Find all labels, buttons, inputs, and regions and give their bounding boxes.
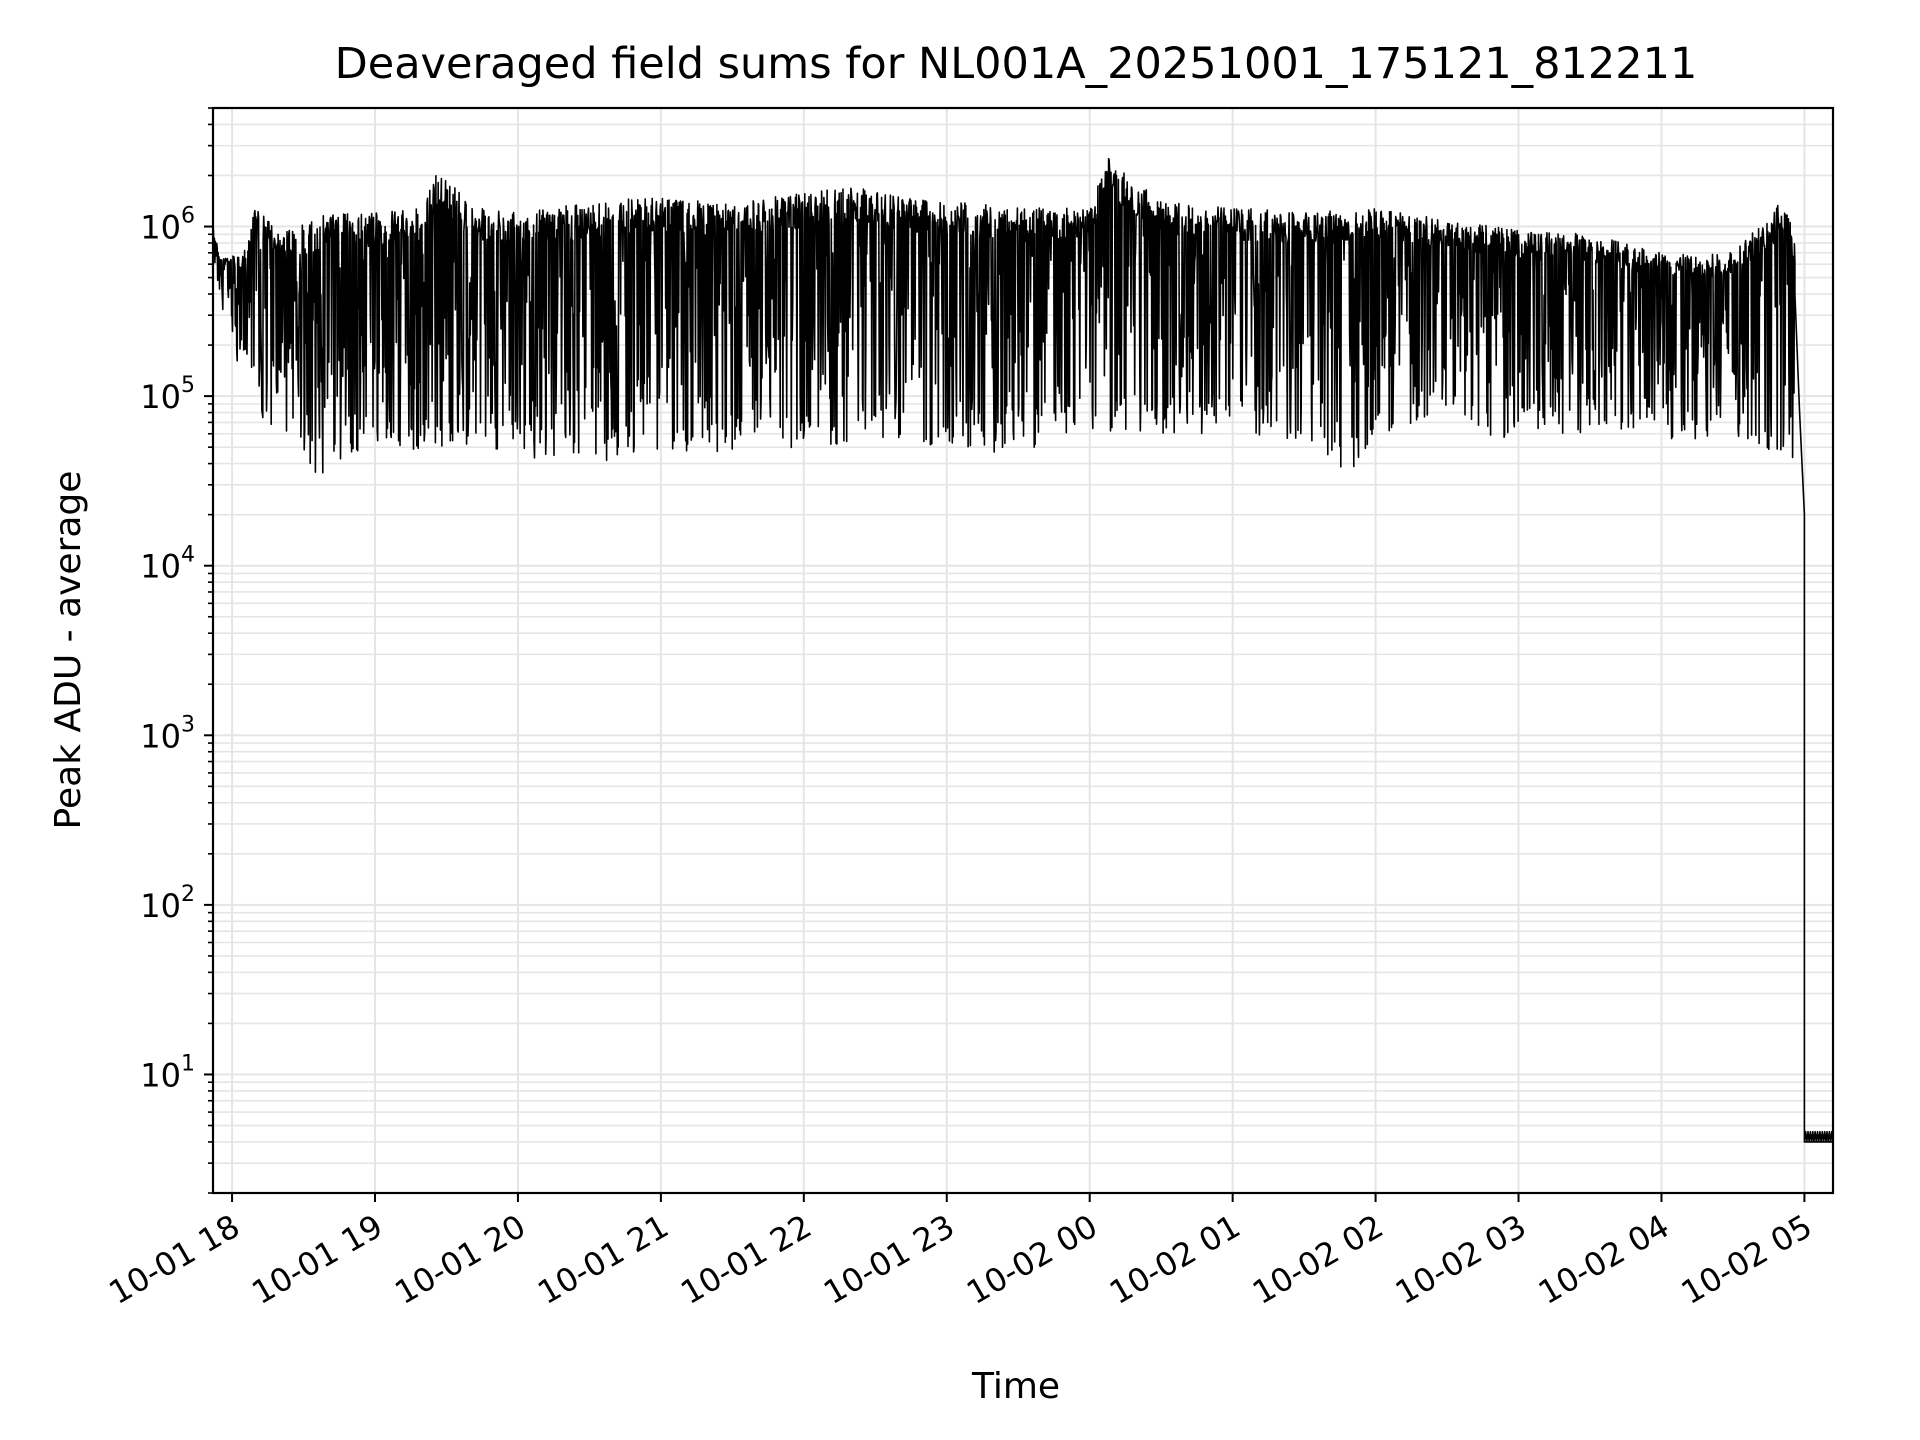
chart-title: Deaveraged field sums for NL001A_2025100…: [335, 39, 1698, 89]
y-tick-exponent: 4: [181, 543, 195, 568]
y-tick-label: 102: [140, 882, 195, 925]
y-tick-label: 106: [140, 204, 195, 247]
y-tick-base: 10: [140, 548, 181, 586]
y-tick-base: 10: [140, 209, 181, 247]
y-axis-label: Peak ADU - average: [48, 471, 89, 830]
y-tick-label: 103: [140, 712, 195, 755]
y-tick-label: 104: [140, 543, 195, 586]
y-tick-label: 105: [140, 373, 195, 416]
x-axis-label: Time: [971, 1366, 1060, 1407]
y-tick-base: 10: [140, 378, 181, 416]
y-tick-base: 10: [140, 887, 181, 925]
y-tick-base: 10: [140, 1056, 181, 1094]
y-tick-label: 101: [140, 1051, 195, 1094]
y-tick-exponent: 5: [181, 373, 195, 398]
y-tick-exponent: 3: [181, 712, 195, 737]
y-tick-exponent: 2: [181, 882, 195, 907]
y-tick-base: 10: [140, 717, 181, 755]
plot-area-frame: [211, 106, 1835, 1195]
series-line: [212, 157, 1834, 1143]
y-tick-exponent: 1: [181, 1051, 195, 1076]
y-tick-exponent: 6: [181, 204, 195, 229]
